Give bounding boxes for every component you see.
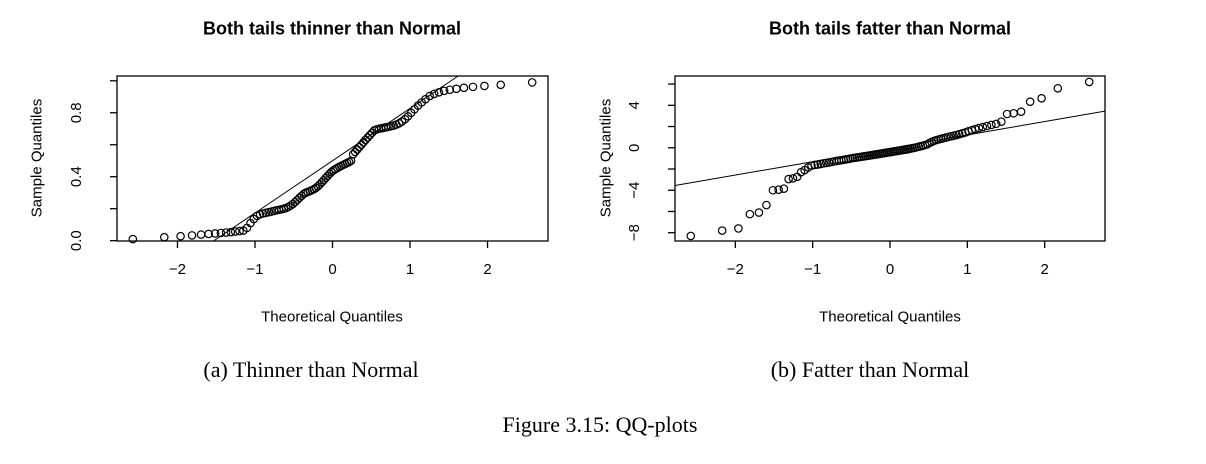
data-point [754, 208, 764, 217]
y-tick-label: 0 [626, 144, 643, 152]
plot-a-y-axis-label: Sample Quantiles [28, 98, 46, 218]
data-point [974, 123, 984, 133]
x-tick-label: 0 [886, 261, 894, 278]
data-point [216, 228, 226, 238]
data-point [235, 226, 244, 236]
data-point [400, 114, 410, 124]
data-point [774, 185, 783, 195]
data-point [1037, 93, 1046, 103]
plot-a-title: Both tails thinner than Normal [202, 18, 462, 39]
data-point [176, 231, 185, 241]
qq-reference-line [213, 75, 459, 242]
y-tick-label: 0.0 [68, 230, 85, 251]
data-point [445, 85, 455, 95]
y-tick-label: 0.8 [68, 102, 85, 123]
data-point [226, 227, 236, 237]
y-tick-label: 0.4 [68, 166, 85, 187]
data-point [792, 172, 802, 182]
data-point [210, 229, 220, 238]
data-point [230, 227, 240, 236]
data-point [922, 140, 932, 149]
plot-b-x-axis-label: Theoretical Quantiles [819, 308, 961, 326]
plot-box [674, 75, 1106, 242]
x-tick-label: 2 [1041, 261, 1049, 278]
plot-a-x-axis-label: Theoretical Quantiles [261, 308, 403, 326]
x-tick-label: −2 [727, 261, 744, 278]
data-point [221, 228, 231, 237]
data-point [439, 86, 449, 96]
data-point [978, 122, 988, 132]
data-point [1002, 109, 1012, 119]
data-point [717, 226, 727, 235]
data-point [779, 184, 789, 193]
data-point [734, 224, 743, 233]
subfigure-b-caption: (b) Fatter than Normal [770, 357, 970, 382]
data-point [429, 89, 439, 99]
data-point [807, 161, 816, 170]
x-tick-label: 2 [483, 261, 491, 278]
data-point [363, 133, 372, 142]
data-point [1084, 77, 1094, 87]
data-point [991, 119, 1001, 129]
data-point [810, 160, 819, 170]
data-point [686, 231, 696, 241]
x-tick-label: −2 [169, 261, 186, 278]
data-point [425, 91, 435, 101]
data-point [204, 229, 213, 239]
data-point [1016, 107, 1026, 116]
x-tick-label: 1 [406, 261, 414, 278]
data-point [971, 124, 980, 134]
data-point [784, 174, 793, 184]
plot-b-title: Both tails fatter than Normal [768, 18, 1012, 39]
data-point [293, 195, 302, 205]
data-point [997, 117, 1006, 126]
data-point [434, 88, 444, 97]
data-point [527, 78, 537, 87]
data-point [128, 234, 138, 244]
data-point [468, 82, 478, 92]
data-point [982, 121, 992, 131]
data-point [768, 185, 778, 195]
data-point [987, 120, 996, 130]
data-point [196, 230, 206, 239]
plot-b-y-axis-label: Sample Quantiles [597, 98, 615, 218]
data-point [354, 142, 364, 152]
data-point [1053, 84, 1063, 93]
x-tick-label: 0 [328, 261, 336, 278]
y-tick-label: −4 [626, 182, 643, 199]
data-point [159, 232, 169, 242]
data-point [762, 200, 771, 210]
data-point [365, 130, 375, 140]
x-tick-label: −1 [246, 261, 263, 278]
figure-caption: Figure 3.15: QQ-plots [502, 412, 698, 437]
data-point [496, 80, 506, 90]
data-point [745, 209, 755, 219]
data-point [357, 140, 366, 150]
data-point [359, 138, 368, 147]
data-point [344, 157, 354, 167]
x-tick-label: −1 [804, 261, 821, 278]
data-point [788, 174, 798, 183]
y-tick-label: −8 [626, 224, 643, 241]
x-tick-label: 1 [963, 261, 971, 278]
data-point [480, 81, 489, 91]
plot-box [116, 75, 549, 242]
y-tick-label: 4 [626, 101, 643, 109]
data-point [187, 231, 197, 240]
data-point [1025, 97, 1035, 106]
data-point [361, 135, 370, 145]
data-point [459, 83, 469, 93]
subfigure-a-caption: (a) Thinner than Normal [203, 357, 419, 382]
